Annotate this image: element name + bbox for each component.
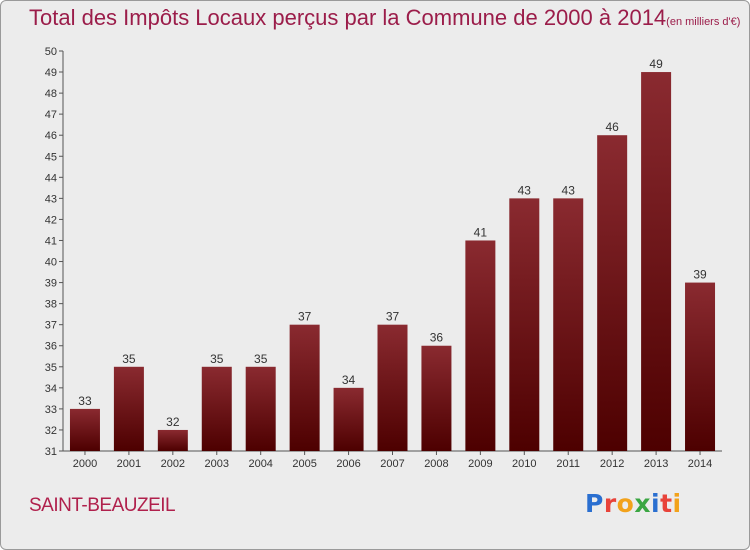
bar-2004: [245, 366, 276, 451]
y-tick-label: 43: [45, 193, 57, 205]
x-tick-label: 2000: [73, 458, 97, 470]
bar-value-label: 32: [166, 415, 180, 429]
bar-value-label: 35: [210, 352, 224, 366]
x-tick-label: 2003: [205, 458, 229, 470]
y-tick-label: 40: [45, 257, 57, 269]
bar-2005: [289, 324, 320, 451]
chart-title: Total des Impôts Locaux perçus par la Co…: [29, 5, 740, 31]
y-tick-label: 34: [45, 383, 57, 395]
bar-2007: [377, 324, 408, 451]
bar-2009: [465, 240, 496, 451]
x-tick-label: 2013: [644, 458, 668, 470]
x-tick-label: 2004: [248, 458, 272, 470]
y-tick-label: 33: [45, 404, 57, 416]
x-tick-label: 2001: [117, 458, 141, 470]
bar-value-label: 36: [430, 331, 444, 345]
y-tick-label: 36: [45, 341, 57, 353]
bar-2008: [421, 345, 452, 451]
y-tick-label: 32: [45, 425, 57, 437]
y-tick-label: 48: [45, 88, 57, 100]
commune-name: SAINT-BEAUZEIL: [29, 495, 176, 516]
y-tick-label: 39: [45, 278, 57, 290]
x-tick-label: 2005: [292, 458, 316, 470]
bar-2000: [69, 408, 100, 451]
x-tick-label: 2009: [468, 458, 492, 470]
bar-2003: [201, 366, 232, 451]
bar-2013: [641, 72, 672, 451]
x-tick-label: 2002: [161, 458, 185, 470]
bar-value-label: 37: [386, 310, 400, 324]
bar-value-label: 34: [342, 373, 356, 387]
y-tick-label: 37: [45, 320, 57, 332]
bar-value-label: 41: [474, 225, 488, 239]
x-tick-label: 2010: [512, 458, 536, 470]
x-tick-label: 2008: [424, 458, 448, 470]
x-tick-label: 2006: [336, 458, 360, 470]
proxiti-logo: Proxiti: [585, 489, 682, 518]
y-tick-label: 42: [45, 214, 57, 226]
bar-2006: [333, 387, 364, 451]
y-tick-label: 45: [45, 151, 57, 163]
chart-unit-text: (en milliers d'€): [666, 16, 741, 28]
y-tick-label: 49: [45, 67, 57, 79]
x-tick-label: 2014: [688, 458, 712, 470]
y-tick-label: 50: [45, 46, 57, 58]
y-tick-label: 35: [45, 362, 57, 374]
bar-value-label: 35: [254, 352, 268, 366]
x-tick-label: 2007: [380, 458, 404, 470]
y-tick-label: 46: [45, 130, 57, 142]
bar-2002: [157, 429, 188, 451]
x-tick-label: 2011: [556, 458, 580, 470]
bar-value-label: 39: [693, 268, 707, 282]
bar-value-label: 35: [122, 352, 136, 366]
y-tick-label: 31: [45, 446, 57, 458]
y-tick-label: 44: [45, 172, 57, 184]
bar-value-label: 46: [605, 120, 619, 134]
bar-value-label: 43: [562, 183, 576, 197]
bar-2012: [597, 135, 628, 452]
bar-2014: [685, 282, 716, 451]
bar-value-label: 37: [298, 310, 312, 324]
bar-value-label: 49: [649, 57, 663, 71]
bar-2010: [509, 198, 540, 451]
bar-value-label: 43: [518, 183, 532, 197]
bar-value-label: 33: [78, 394, 92, 408]
bar-2011: [553, 198, 584, 451]
y-tick-label: 38: [45, 299, 57, 311]
y-tick-label: 47: [45, 109, 57, 121]
y-tick-label: 41: [45, 235, 57, 247]
chart-title-text: Total des Impôts Locaux perçus par la Co…: [29, 5, 667, 30]
bar-2001: [113, 366, 144, 451]
x-tick-label: 2012: [600, 458, 624, 470]
